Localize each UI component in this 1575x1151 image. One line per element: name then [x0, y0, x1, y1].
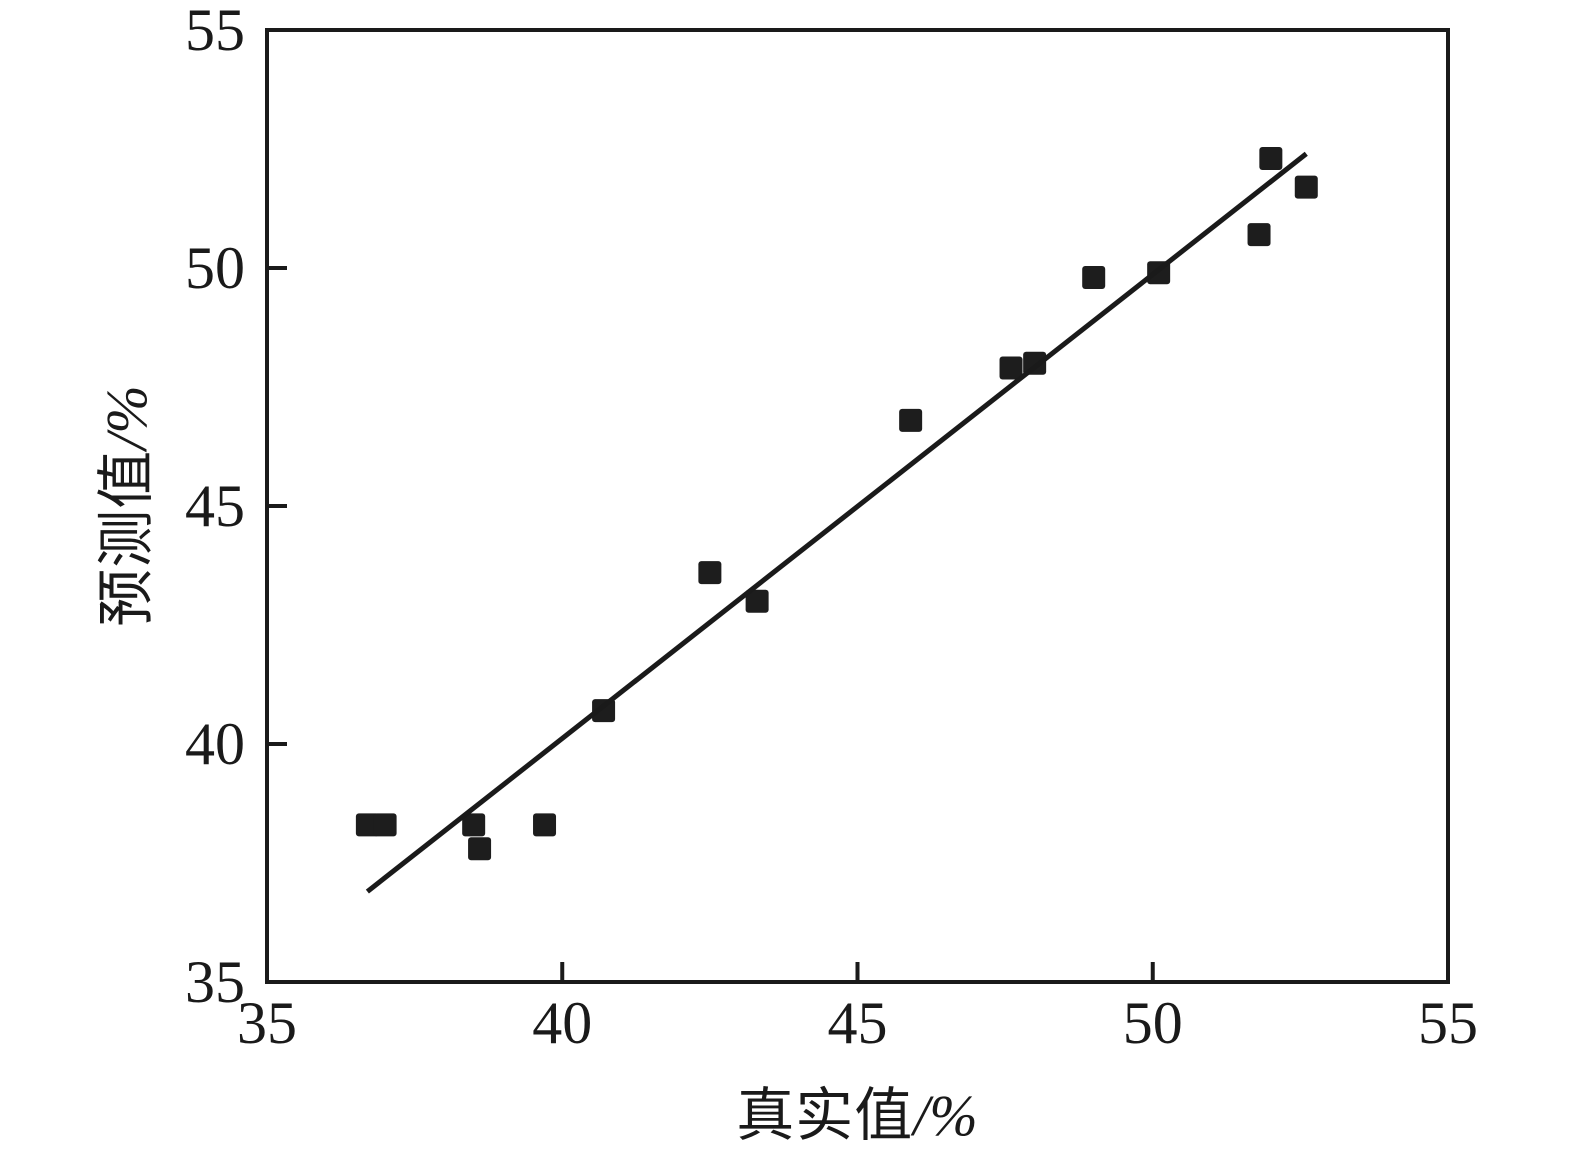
data-point-marker — [355, 813, 379, 837]
data-point-marker — [592, 699, 616, 723]
y-tick-label: 40 — [185, 711, 245, 777]
y-tick-label: 55 — [185, 0, 245, 63]
x-tick-label: 50 — [1123, 990, 1183, 1056]
x-tick-label: 45 — [828, 990, 888, 1056]
x-axis-title: 真实值/% — [736, 1087, 977, 1145]
y-tick-label: 45 — [185, 473, 245, 539]
x-axis-title-unit: /% — [913, 1083, 978, 1148]
data-point-marker — [462, 813, 486, 837]
y-tick-label: 50 — [185, 235, 245, 301]
y-axis-title-text: 预测值 — [94, 449, 159, 627]
x-tick-label: 55 — [1418, 990, 1478, 1056]
data-point-marker — [999, 356, 1023, 380]
fit-line — [365, 151, 1308, 894]
y-axis-title: 预测值/% — [94, 385, 159, 626]
y-axis-title-unit: /% — [94, 385, 159, 450]
x-tick-label: 40 — [532, 990, 592, 1056]
y-axis-ticks: 35 40 45 50 55 — [185, 0, 287, 1015]
data-point-marker — [745, 589, 769, 613]
x-axis-ticks: 35 40 45 50 55 — [237, 962, 1478, 1056]
data-point-marker — [1259, 147, 1283, 171]
data-point-marker — [1082, 266, 1106, 290]
data-point-marker — [373, 813, 397, 837]
scatter-series — [355, 147, 1318, 861]
data-point-marker — [899, 408, 923, 432]
plot-frame — [265, 28, 1450, 984]
data-point-marker — [1247, 223, 1271, 247]
data-point-marker — [468, 837, 492, 861]
data-point-marker — [698, 561, 722, 585]
x-tick-label: 35 — [237, 990, 297, 1056]
x-axis-title-text: 真实值 — [736, 1083, 914, 1148]
y-tick-label: 35 — [185, 949, 245, 1015]
data-point-marker — [533, 813, 557, 837]
data-point-marker — [1294, 175, 1318, 199]
